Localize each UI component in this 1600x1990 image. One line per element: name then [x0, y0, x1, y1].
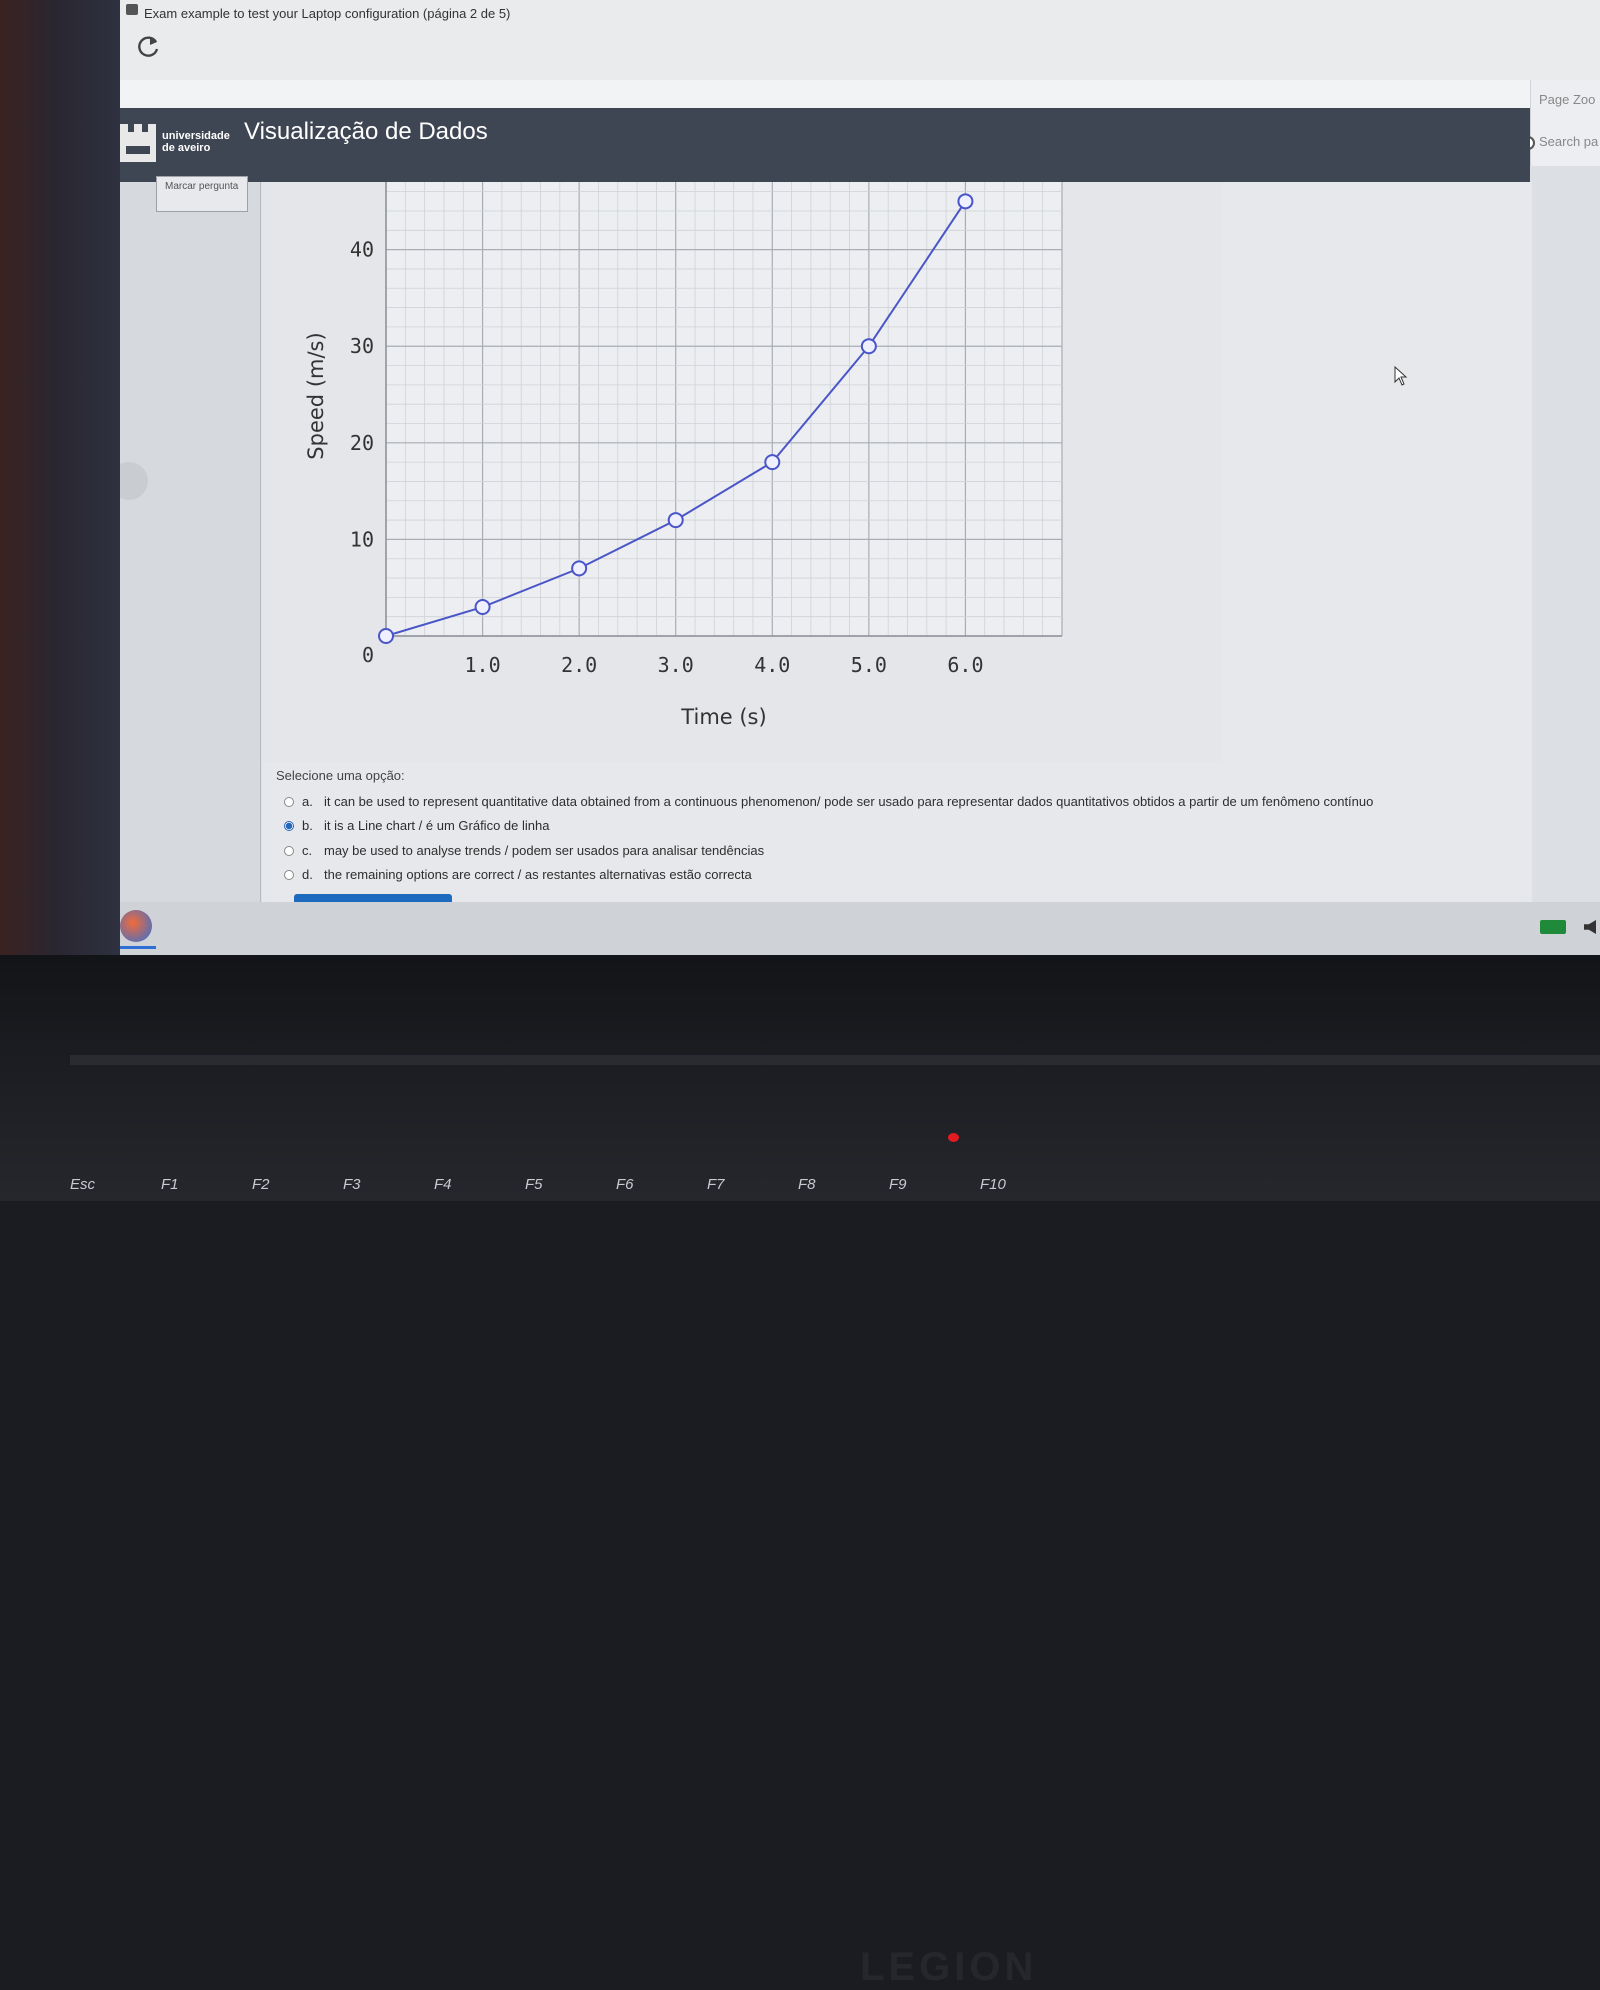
speed-time-line-chart: 0 1.0 2.0 3.0 4.0 5.0 6.0 10 20 30 40 Time (s) Spe…: [262, 182, 1222, 762]
key-f3: F3: [343, 1176, 361, 1193]
browser-bar: Exam example to test your Laptop configu…: [120, 0, 1600, 80]
y-tick-label: 30: [350, 334, 374, 358]
data-point: [860, 338, 877, 355]
key-f7: F7: [707, 1176, 725, 1193]
window-title: Exam example to test your Laptop configu…: [144, 6, 511, 21]
plot-area: [386, 182, 1062, 636]
key-f9: F9: [889, 1176, 907, 1193]
reload-icon[interactable]: [136, 34, 162, 60]
screen-bezel-left: [0, 0, 120, 960]
x-tick-label: 4.0: [754, 653, 790, 677]
university-name: universidade de aveiro: [162, 130, 230, 154]
start-button-icon[interactable]: [120, 910, 152, 942]
course-header: universidade de aveiro Visualização de D…: [120, 108, 1530, 182]
flag-question-button[interactable]: Marcar pergunta: [156, 176, 248, 212]
start-indicator: [120, 946, 156, 949]
laptop-keyboard-area: LEGION: [0, 955, 1600, 1989]
power-led: [948, 1133, 959, 1142]
taskbar: [120, 902, 1600, 955]
battery-icon[interactable]: [1540, 920, 1566, 934]
x-axis-label: Time (s): [680, 705, 766, 729]
x-tick-label: 1.0: [465, 653, 501, 677]
question-info-column: [120, 182, 261, 902]
option-b[interactable]: b. it is a Line chart / é um Gráfico de l…: [284, 818, 549, 833]
data-point: [667, 512, 684, 529]
key-esc: Esc: [70, 1176, 96, 1193]
flag-question-label: Marcar pergunta: [165, 181, 239, 192]
search-page-label[interactable]: Search pa: [1539, 134, 1599, 149]
x-tick-label: 2.0: [561, 653, 597, 677]
select-option-prompt: Selecione uma opção:: [276, 768, 405, 783]
key-f1: F1: [161, 1176, 179, 1193]
option-d-radio[interactable]: [284, 870, 294, 880]
option-a[interactable]: a. it can be used to represent quantitati…: [284, 794, 1373, 809]
chart-axes: 0 1.0 2.0 3.0 4.0 5.0 6.0 10 20 30 40: [350, 182, 1062, 677]
key-f2: F2: [252, 1176, 270, 1193]
y-tick-label: 20: [350, 431, 374, 455]
option-a-radio[interactable]: [284, 797, 294, 807]
option-b-text: it is a Line chart / é um Gráfico de lin…: [324, 818, 550, 833]
speaker-icon[interactable]: [1584, 920, 1596, 934]
right-side-panel: Page Zoo Search pa: [1521, 80, 1600, 166]
x-tick-label: 3.0: [658, 653, 694, 677]
option-c-radio[interactable]: [284, 846, 294, 856]
key-f4: F4: [434, 1176, 452, 1193]
y-tick-label: 40: [350, 238, 374, 262]
y-tick-label: 10: [350, 527, 374, 551]
window-icon: [126, 4, 138, 15]
university-logo-icon: [120, 124, 156, 162]
chart-series: [378, 193, 974, 644]
data-point: [571, 560, 588, 577]
y-axis-label: Speed (m/s): [304, 332, 328, 459]
option-c-text: may be used to analyse trends / podem se…: [324, 843, 765, 858]
data-point: [764, 454, 781, 471]
option-d[interactable]: d. the remaining options are correct / as…: [284, 867, 752, 882]
toolbar-strip: [120, 80, 1600, 108]
x-tick-label: 0: [362, 643, 374, 667]
option-c[interactable]: c. may be used to analyse trends / podem …: [284, 843, 764, 858]
laptop-screen: Exam example to test your Laptop configu…: [120, 0, 1600, 955]
page-zoom-label[interactable]: Page Zoo: [1539, 92, 1596, 107]
key-f5: F5: [525, 1176, 543, 1193]
laptop-hinge: [70, 1055, 1600, 1065]
data-point: [474, 599, 491, 616]
data-point: [957, 193, 974, 210]
mouse-cursor-icon: [1394, 366, 1408, 386]
key-f6: F6: [616, 1176, 634, 1193]
function-key-row: Esc F1 F2 F3 F4 F5 F6 F7 F8 F9 F10: [60, 1172, 1600, 1201]
key-f8: F8: [798, 1176, 816, 1193]
course-title[interactable]: Visualização de Dados: [244, 118, 488, 145]
brand-logo: LEGION: [860, 1945, 1038, 1989]
question-content: 0 1.0 2.0 3.0 4.0 5.0 6.0 10 20 30 40 Time (s) Spe…: [262, 182, 1532, 910]
key-f10: F10: [980, 1176, 1006, 1193]
x-tick-label: 6.0: [947, 653, 983, 677]
option-b-radio[interactable]: [284, 821, 294, 831]
x-tick-label: 5.0: [851, 653, 887, 677]
option-d-text: the remaining options are correct / as r…: [324, 867, 752, 882]
data-point: [378, 628, 394, 644]
option-a-text: it can be used to represent quantitative…: [324, 794, 1374, 809]
chart-grid: [385, 182, 1063, 637]
